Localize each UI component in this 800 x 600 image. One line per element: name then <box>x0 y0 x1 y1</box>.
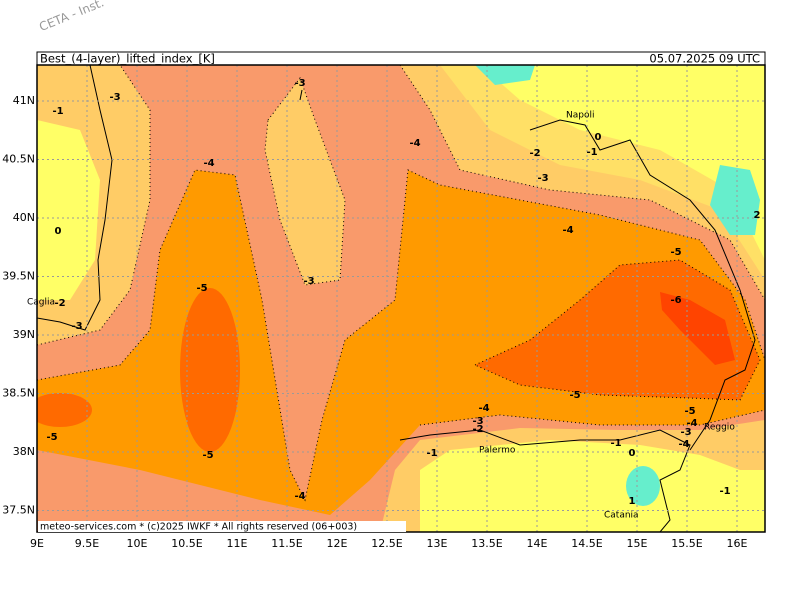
contour-label: -1 <box>426 448 437 459</box>
contour-label: -4 <box>203 158 214 169</box>
contour-label: -1 <box>586 147 597 158</box>
coastline <box>529 119 756 451</box>
contour-label: -1 <box>52 106 63 117</box>
city-label: Caglia <box>27 298 55 308</box>
footer-box <box>38 521 406 532</box>
x-axis-label: 11.5E <box>271 537 302 550</box>
field-yellow <box>37 120 100 300</box>
contour-label: 0 <box>55 226 62 237</box>
graticule <box>37 65 765 532</box>
contour-label: -3 <box>294 78 305 89</box>
y-axis-label: 37.5N <box>2 504 35 517</box>
contour-label: 0 <box>595 132 602 143</box>
map-field <box>37 65 765 532</box>
isoline <box>37 65 151 346</box>
contour-label: -4 <box>686 418 697 429</box>
contour-label: -5 <box>569 390 580 401</box>
contour-label: -1 <box>610 438 621 449</box>
contour-label: -4 <box>409 138 420 149</box>
x-axis-label: 15E <box>627 537 648 550</box>
coastline <box>299 89 303 101</box>
contour-label: 2 <box>754 210 761 221</box>
city-label: Napoli <box>566 111 594 121</box>
map-time: 05.07.2025 09 UTC <box>649 52 760 66</box>
contour-label: -4 <box>478 403 489 414</box>
map-title: Best_(4-layer)_lifted_index_[K] <box>40 52 215 66</box>
contour-label: -2 <box>529 148 540 159</box>
field-cyan <box>475 65 535 85</box>
x-axis-label: 11E <box>227 537 248 550</box>
city-label: Catania <box>604 511 639 521</box>
contour-label: -3 <box>680 427 691 438</box>
contour-label: -1 <box>719 486 730 497</box>
y-axis-label: 38.5N <box>2 387 35 400</box>
contour-label: -5 <box>196 283 207 294</box>
x-axis-label: 14E <box>527 537 548 550</box>
y-axis-label: 41N <box>13 94 35 107</box>
coastline <box>37 65 113 331</box>
y-axis-label: 40.5N <box>2 153 35 166</box>
contour-label: -4 <box>678 439 689 450</box>
x-axis-label: 10E <box>127 537 148 550</box>
x-axis-label: 12.5E <box>371 537 402 550</box>
coastline <box>399 429 691 532</box>
field-cyan <box>626 466 660 506</box>
field-yellow <box>480 65 765 260</box>
x-axis-label: 10.5E <box>171 537 202 550</box>
contour-label: -3 <box>472 416 483 427</box>
contour-label: -5 <box>684 406 695 417</box>
contour-label: -5 <box>670 247 681 258</box>
contour-label: -3 <box>537 173 548 184</box>
contour-label: -3 <box>303 276 314 287</box>
field-light-orange <box>265 78 345 285</box>
contour-label: -5 <box>46 432 57 443</box>
contour-label: -3 <box>109 92 120 103</box>
city-label: Reggio <box>704 423 735 433</box>
field-red <box>660 292 735 365</box>
contour-label: -4 <box>294 491 305 502</box>
field-dark-orange <box>475 260 760 400</box>
x-axis-label: 14.5E <box>571 537 602 550</box>
contour-label: 0 <box>629 448 636 459</box>
y-axis-label: 39.5N <box>2 270 35 283</box>
field-dark-orange <box>180 288 240 452</box>
y-axis-label: 39N <box>13 328 35 341</box>
x-axis-label: 15.5E <box>671 537 702 550</box>
contour-label: 1 <box>629 496 636 507</box>
field-yellow <box>420 440 765 532</box>
field-dark-orange <box>37 393 92 427</box>
x-axis-label: 13E <box>427 537 448 550</box>
x-axis-label: 13.5E <box>471 537 502 550</box>
y-axis-label: 38N <box>13 445 35 458</box>
contour-label: -5 <box>202 450 213 461</box>
x-axis-label: 9.5E <box>75 537 99 550</box>
contour-label: -4 <box>562 225 573 236</box>
y-axis-label: 40N <box>13 211 35 224</box>
x-axis-label: 16E <box>727 537 748 550</box>
contour-label: -2 <box>54 298 65 309</box>
watermark: CETA - Inst. <box>37 0 106 34</box>
labels: 9E 9.5E 10E 10.5E 11E 11.5E 12E 12.5E 13E 13.5E 14… <box>2 78 760 550</box>
footer: meteo-services.com * (c)2025 IWKF * All … <box>40 522 357 533</box>
x-axis-label: 9E <box>30 537 44 550</box>
contour-label: -3 <box>71 321 82 332</box>
city-label: Palermo <box>479 446 516 456</box>
x-axis-label: 12E <box>327 537 348 550</box>
contour-label: -6 <box>670 295 681 306</box>
contour-label: -2 <box>472 424 483 435</box>
